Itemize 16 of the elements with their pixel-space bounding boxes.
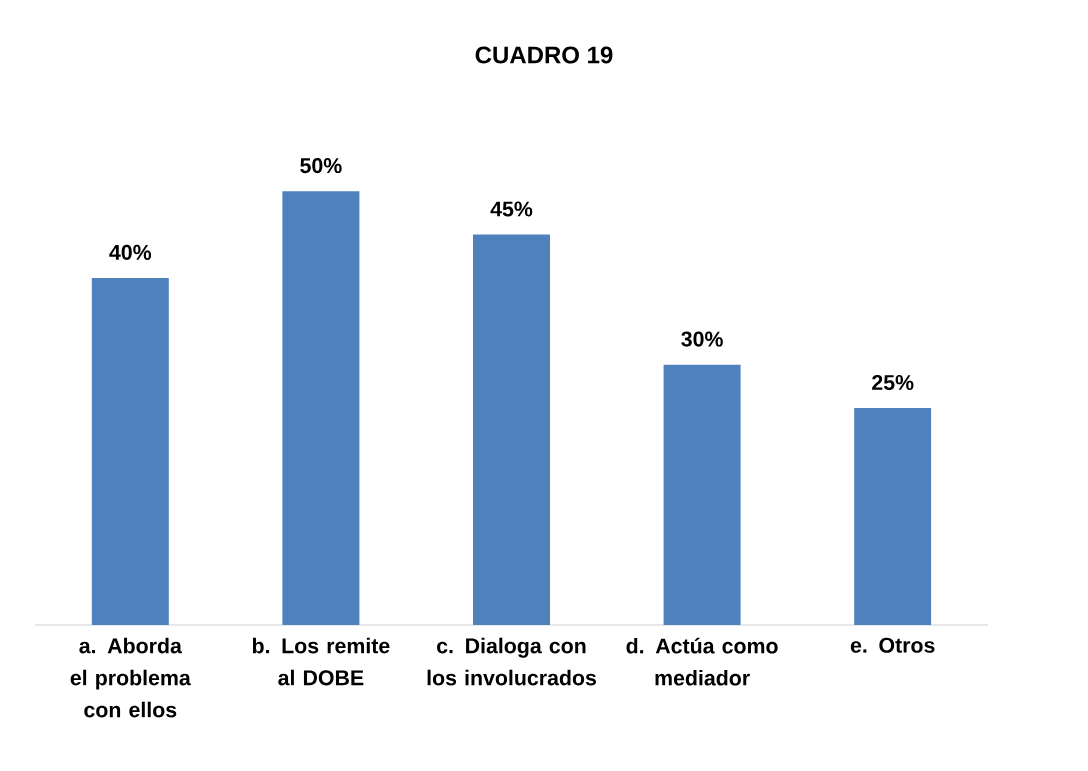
bar [854,408,932,625]
data-label: 50% [300,158,342,174]
bar [473,234,550,625]
x-tick-label: a. Aborda el problema con ellos [70,637,191,718]
data-label: 25% [872,374,914,391]
data-label: 40% [109,244,152,260]
bar [282,191,360,625]
bar [663,364,741,625]
chart-title: CUADRO 19 [475,46,613,64]
x-tick-label: d. Actúa como mediador [626,637,778,686]
x-tick-label: b. Los remite al DOBE [252,637,390,686]
data-label: 45% [490,201,533,217]
x-tick-label: c. Dialoga con los involucrados [427,637,596,686]
bar [91,277,169,625]
x-tick-label: e. Otros [850,637,935,653]
data-label: 30% [681,331,723,347]
